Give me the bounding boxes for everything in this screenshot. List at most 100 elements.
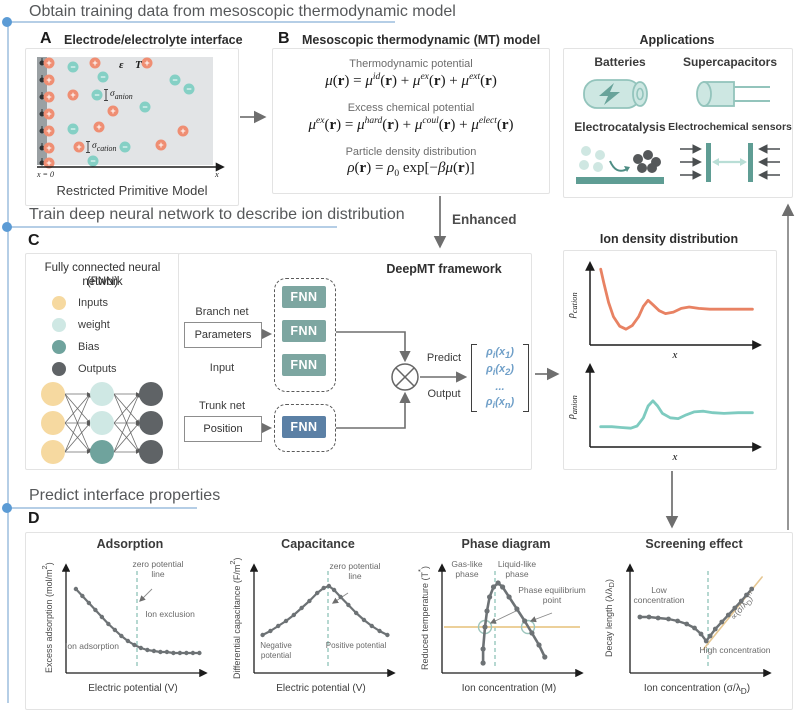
hidden-nodes [90,382,114,464]
trunk-fnn: FNN [282,416,326,438]
fnn-box-title-line2: (FNN) [86,276,119,288]
adsorption-xlabel: Electric potential (V) [88,683,178,694]
deepmt-connectors [261,328,468,434]
cation-icon: + [107,105,119,117]
data-point [132,642,137,648]
svg-text:−: − [90,156,95,166]
data-point [86,600,92,606]
cation-icon: + [43,125,55,137]
svg-text:+: + [46,58,51,68]
legend-item-inputs: Inputs [52,296,108,310]
screening-ann-high: High concentration [699,645,771,655]
panel-a-letter: A [40,30,52,47]
data-point [703,638,709,644]
batteries-label: Batteries [594,55,646,69]
data-point [361,617,367,623]
section-title-3: Predict interface properties [29,487,221,504]
screening-title: Screening effect [645,537,743,551]
input-label: Input [209,362,235,374]
data-point [331,587,337,593]
data-point [346,602,351,608]
cation-icon: + [93,121,105,133]
svg-text:+: + [96,122,101,132]
capacitance-ann-zero: zero potential line [329,561,381,582]
eq2-label: Excess chemical potential [347,102,475,114]
panel-a-caption: Restricted Primitive Model [56,183,208,198]
section-underline-3 [7,507,197,509]
data-point [93,607,98,613]
cation-icon: + [43,57,55,69]
panel-d-letter: D [28,510,40,527]
svg-text:+: + [144,58,149,68]
section-title-2: Train deep neural network to describe io… [29,206,405,223]
data-point [744,592,749,598]
svg-text:−: − [70,62,75,72]
panel-b-letter: B [278,30,290,47]
section-underline-2 [7,226,337,228]
svg-text:−: − [70,124,75,134]
data-point [164,649,170,655]
data-point [171,650,176,656]
svg-text:−: − [94,90,99,100]
data-point [315,590,320,596]
phase-ann-equilibrium: Phase equilibrium point [518,585,586,606]
svg-text:−: − [172,75,177,85]
cation-icon: + [89,57,101,69]
sigma-cation-label: σcation [92,141,117,153]
svg-text:+: + [46,126,51,136]
sigma-cation-bracket [86,141,90,153]
x0-label: x = 0 [36,170,54,179]
left-guide-line [7,21,9,703]
fnn-network-diagram [41,382,163,464]
anion-xlabel: x [672,451,678,463]
panel-a-title: Electrode/electrolyte interface [64,33,243,47]
data-point [158,649,163,655]
data-point [276,623,281,629]
vector-ellipsis: ... [495,380,505,393]
cation-icon: + [43,142,55,154]
bias-color-dot [52,340,66,354]
adsorption-title: Adsorption [96,537,164,551]
data-point [725,612,731,618]
screening-chart: Screening effect Decay length (λ/λD) Low… [604,537,784,707]
capacitance-ylabel: Differential capacitance (F/m2) [228,557,242,679]
data-point [112,627,118,633]
anion-icon: − [169,74,181,86]
capacitance-xlabel: Electric potential (V) [276,683,366,694]
svg-text:−: − [122,142,127,152]
svg-text:+: + [70,90,75,100]
data-point [484,608,490,614]
supercapacitor-icon [696,81,770,107]
data-point [321,585,326,591]
svg-text:−: − [100,72,105,82]
anion-icon: − [183,83,195,95]
inputs-color-dot [52,296,66,310]
data-point [119,633,124,639]
cation-xlabel: x [672,349,678,361]
data-point [637,614,643,620]
anion-icon: − [87,155,99,167]
cation-icon: + [43,91,55,103]
data-point [738,598,744,604]
capacitance-title: Capacitance [281,537,355,551]
ion-density-title: Ion density distribution [599,232,739,246]
data-point [675,618,680,624]
equilibrium-point-right [520,619,536,635]
adsorption-ann-zero: zero potential line [132,559,184,580]
data-point [692,625,697,631]
capacitance-ann-negative: Negative potential [260,641,292,660]
outputs-color-dot [52,362,66,376]
trunk-net-label: Trunk net [198,400,246,412]
svg-text:+: + [46,92,51,102]
data-point [522,618,528,624]
fnn-box-title-line1: Fully connected neural network [44,262,161,289]
screening-ylabel: Decay length (λ/λD) [604,579,616,657]
svg-text:+: + [46,75,51,85]
data-point [506,594,512,600]
electrochemical-sensor-icon [680,143,780,182]
data-point [385,632,390,638]
data-point [260,632,265,638]
data-point [291,612,296,618]
weight-color-dot [52,318,66,332]
eq2: μex(r) = μhard(r) + μcoul(r) + μelect(r) [308,116,514,133]
